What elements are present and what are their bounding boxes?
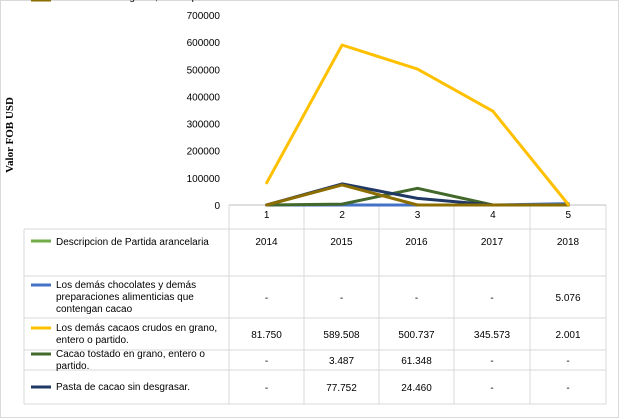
y-tick-label: 700000 [187,11,221,22]
table-year-label: 2017 [481,237,504,248]
legend-label: Pasta de cacao sin desgrasar. [56,382,190,393]
table-cell: 81.750 [251,330,282,341]
legend-label: Los demás chocolates y demás [56,280,196,291]
table-cell: 73.950 [326,0,357,3]
table-cell: - [566,383,569,394]
table-cell: - [265,383,268,394]
table-cell: 77.752 [326,383,357,394]
table-cell: 345.573 [474,330,511,341]
legend-label: siembra. [56,0,94,3]
series-line-2 [265,43,570,206]
legend-label: Cacao crudo en grano, entero para [56,0,212,3]
table-cell: - [490,383,493,394]
series-line-5 [265,183,570,207]
table-cell: 589.508 [323,330,360,341]
table-cell: - [265,293,268,304]
legend-label: partido. [56,361,89,372]
x-tick-label: 4 [490,210,496,221]
table-cell: - [340,293,343,304]
table-cell: 500.737 [398,330,435,341]
y-tick-label: 100000 [187,174,221,185]
legend-label: preparaciones alimenticias que [56,292,194,303]
legend-label: Cacao tostado en grano, entero o [56,349,205,360]
y-tick-label: 500000 [187,65,221,76]
table-cell: - [415,0,418,3]
table-cell: - [265,0,268,3]
y-tick-label: 200000 [187,147,221,158]
table-cell: 61.348 [401,356,432,367]
table-cell: - [490,293,493,304]
legend-label: contengan cacao [56,304,133,315]
table-cell: - [415,293,418,304]
legend-label: Los demás cacaos crudos en grano, [56,323,217,334]
legend-label: entero o partido. [56,335,129,346]
table-cell: - [490,356,493,367]
table-cell: - [566,356,569,367]
table-year-label: 2015 [330,237,353,248]
x-tick-label: 2 [339,210,345,221]
y-tick-label: 300000 [187,120,221,131]
table-cell: 2.001 [555,330,580,341]
y-tick-label: 600000 [187,38,221,49]
x-tick-label: 1 [264,210,270,221]
table-header-label: Descripcion de Partida arancelaria [56,237,209,248]
x-tick-label: 5 [566,210,572,221]
table-cell: - [566,0,569,3]
y-tick-label: 0 [214,201,220,212]
table-cell: 3.487 [329,356,354,367]
y-tick-label: 400000 [187,92,221,103]
table-year-label: 2016 [405,237,428,248]
table-cell: - [490,0,493,3]
table-year-label: 2014 [255,237,278,248]
table-cell: 5.076 [555,293,580,304]
table-year-label: 2018 [557,237,580,248]
table-cell: 24.460 [401,383,432,394]
table-cell: - [265,356,268,367]
x-tick-label: 3 [415,210,421,221]
